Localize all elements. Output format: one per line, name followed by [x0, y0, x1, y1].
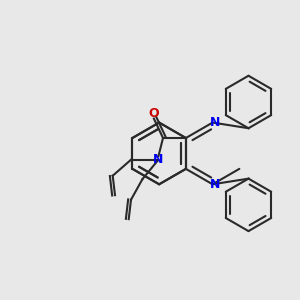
- Text: N: N: [210, 116, 220, 129]
- Text: N: N: [153, 153, 164, 166]
- Text: O: O: [148, 107, 159, 121]
- Text: N: N: [210, 178, 220, 191]
